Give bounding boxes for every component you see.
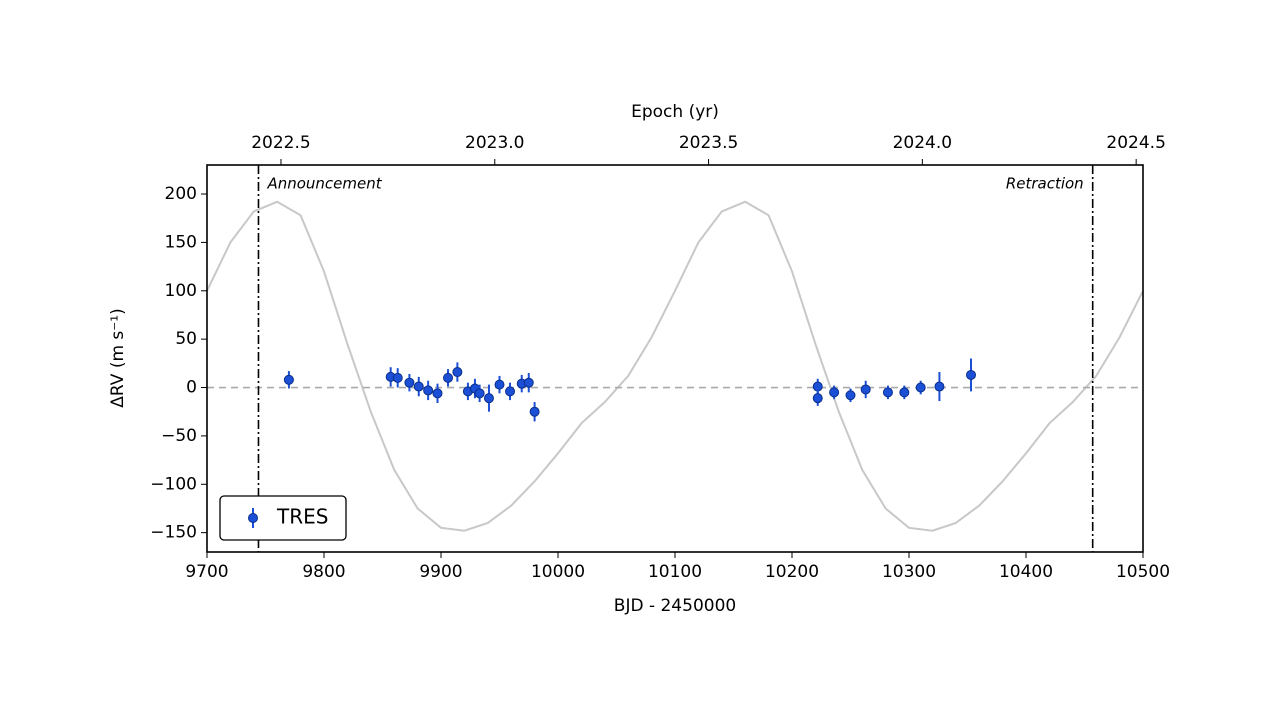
legend-label: TRES: [276, 505, 328, 529]
x2-tick-label: 2022.5: [251, 133, 310, 153]
data-point: [423, 385, 434, 396]
x-tick-label: 10100: [648, 562, 702, 582]
data-point: [474, 388, 485, 399]
model-curve: [207, 200, 1143, 532]
x-axis-label: BJD - 2450000: [614, 596, 736, 616]
x-tick-label: 10500: [1116, 562, 1170, 582]
data-point: [829, 387, 840, 398]
y-tick-label: 100: [165, 281, 197, 301]
y-tick-label: 200: [165, 184, 197, 204]
x-tick-label: 10000: [531, 562, 585, 582]
data-point: [934, 381, 945, 392]
data-point: [483, 393, 494, 404]
data-point: [812, 381, 823, 392]
y-tick-label: −100: [150, 474, 197, 494]
data-point: [432, 388, 443, 399]
data-point: [443, 372, 454, 383]
data-point: [392, 372, 403, 383]
data-point: [494, 379, 505, 390]
data-point: [529, 406, 540, 417]
legend-marker: [248, 513, 258, 523]
x-tick-label: 10400: [999, 562, 1053, 582]
y-tick-label: −150: [150, 523, 197, 543]
y-tick-label: 150: [165, 232, 197, 252]
data-point: [505, 386, 516, 397]
data-point: [915, 382, 926, 393]
y-tick-label: 0: [186, 378, 197, 398]
y-tick-label: −50: [161, 426, 197, 446]
plot-area: [207, 165, 1143, 552]
data-point: [404, 377, 415, 388]
event-label: Retraction: [1006, 175, 1084, 193]
data-point: [966, 369, 977, 380]
data-point: [845, 390, 856, 401]
data-point: [283, 374, 294, 385]
x-tick-label: 9800: [302, 562, 345, 582]
data-point: [413, 381, 424, 392]
data-point: [812, 393, 823, 404]
legend-box: [219, 495, 347, 541]
x-tick-label: 9900: [419, 562, 462, 582]
data-point: [523, 377, 534, 388]
event-label: Announcement: [266, 175, 382, 193]
x2-tick-label: 2024.0: [893, 133, 952, 153]
x-tick-label: 10200: [765, 562, 819, 582]
x2-tick-label: 2024.5: [1106, 133, 1165, 153]
y-tick-label: 50: [175, 329, 197, 349]
axes-frame: [206, 164, 1144, 553]
data-point: [860, 384, 871, 395]
x2-tick-label: 2023.5: [679, 133, 738, 153]
x-tick-label: 10300: [882, 562, 936, 582]
data-point: [899, 387, 910, 398]
x2-tick-label: 2023.0: [465, 133, 524, 153]
x2-axis-label: Epoch (yr): [631, 102, 719, 122]
y-axis-label: ΔRV (m s⁻¹): [108, 308, 128, 407]
data-point: [882, 387, 893, 398]
data-point: [452, 367, 463, 378]
x-tick-label: 9700: [185, 562, 228, 582]
